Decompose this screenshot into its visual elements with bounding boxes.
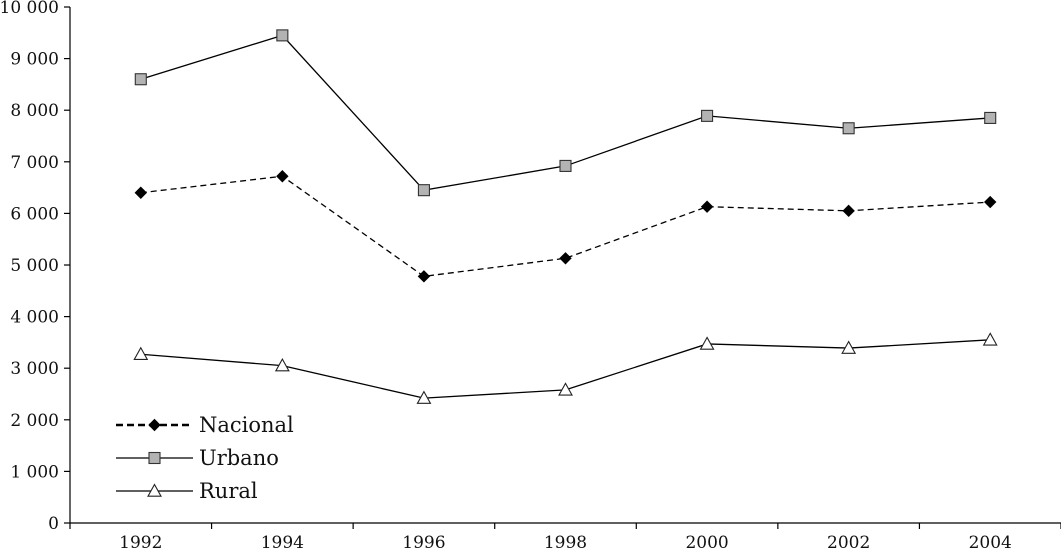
y-tick-label: 5 000 xyxy=(10,256,59,276)
series-nacional xyxy=(134,170,997,283)
data-point xyxy=(274,357,290,372)
legend-item: Nacional xyxy=(116,413,294,437)
x-tick-label: 2000 xyxy=(685,533,728,552)
y-tick-label: 7 000 xyxy=(10,153,59,173)
legend: Nacional Urbano Rural xyxy=(116,413,294,503)
y-tick-label: 6 000 xyxy=(10,204,59,224)
data-point xyxy=(842,122,855,135)
data-point xyxy=(982,332,998,346)
data-point xyxy=(276,29,289,42)
legend-marker xyxy=(148,418,161,432)
y-tick-label: 1 000 xyxy=(10,462,59,482)
data-point xyxy=(559,159,572,172)
x-tick-label: 1996 xyxy=(402,533,445,552)
y-tick-label: 0 xyxy=(48,514,59,534)
legend-item: Urbano xyxy=(116,446,279,470)
y-tick-label: 4 000 xyxy=(10,308,59,328)
x-tick-label: 1994 xyxy=(261,533,304,552)
data-point xyxy=(276,170,289,183)
data-point xyxy=(701,109,714,122)
x-tick-label: 1998 xyxy=(544,533,587,552)
data-point xyxy=(559,252,572,265)
y-tick-label: 9 000 xyxy=(10,50,59,70)
series-layer xyxy=(133,29,998,404)
data-point xyxy=(416,390,432,404)
data-point xyxy=(133,346,149,361)
legend-label: Nacional xyxy=(199,413,294,437)
series-rural xyxy=(133,332,998,404)
legend-item: Rural xyxy=(116,479,258,503)
data-point xyxy=(842,204,855,218)
x-tick-label: 2004 xyxy=(969,533,1012,552)
legend-marker xyxy=(147,483,162,497)
data-point xyxy=(134,186,147,199)
data-point xyxy=(699,336,715,350)
data-point xyxy=(700,200,714,213)
x-tick-label: 1992 xyxy=(119,533,162,552)
data-point xyxy=(984,195,997,209)
legend-label: Urbano xyxy=(199,446,279,470)
data-point xyxy=(417,184,430,197)
data-point xyxy=(558,382,573,396)
y-tick-label: 10 000 xyxy=(0,0,59,18)
data-point xyxy=(841,340,857,354)
y-tick-label: 3 000 xyxy=(10,359,59,379)
y-tick-label: 2 000 xyxy=(10,411,59,431)
data-point xyxy=(984,111,997,124)
data-point xyxy=(134,73,147,86)
x-tick-label: 2002 xyxy=(827,533,870,552)
data-point xyxy=(417,270,431,283)
series-urbano xyxy=(134,29,997,197)
legend-label: Rural xyxy=(199,479,258,503)
y-tick-label: 8 000 xyxy=(10,101,59,121)
legend-marker xyxy=(148,451,161,465)
